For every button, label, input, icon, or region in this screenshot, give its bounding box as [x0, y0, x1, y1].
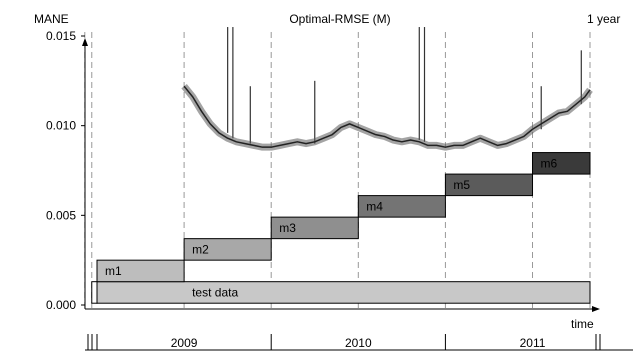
- model-label-m6: m6: [541, 156, 558, 170]
- model-bar-m2: [183, 238, 272, 261]
- chart-title: Optimal-RMSE (M): [289, 12, 390, 26]
- model-bar-m5: [444, 173, 534, 197]
- model-bar-m3: [270, 216, 359, 240]
- corner-label: 1 year: [587, 12, 620, 26]
- year-label-2010: 2010: [345, 336, 372, 350]
- y-axis-label: MANE: [34, 12, 69, 26]
- year-label-2011: 2011: [520, 336, 546, 350]
- rmse-series-line: [183, 85, 591, 148]
- y-tick-label: 0.015: [46, 29, 76, 43]
- model-bar-m4: [357, 195, 446, 218]
- model-label-m5: m5: [453, 178, 470, 192]
- test-data-start-marker: [91, 281, 98, 304]
- y-tick-label: 0.000: [46, 298, 76, 312]
- y-tick-label: 0.010: [46, 119, 76, 133]
- model-label-m3: m3: [279, 221, 296, 235]
- test-data-label: test data: [192, 285, 238, 299]
- year-label-2009: 2009: [171, 336, 198, 350]
- y-tick-label: 0.005: [46, 208, 76, 222]
- model-label-m2: m2: [192, 242, 209, 256]
- y-axis-arrow: [82, 38, 88, 46]
- test-data-bar: [96, 281, 591, 304]
- model-label-m4: m4: [366, 199, 383, 213]
- x-axis-arrow: [592, 306, 600, 312]
- x-axis-label: time: [571, 317, 594, 331]
- model-bar-m6: [532, 152, 591, 175]
- model-label-m1: m1: [105, 264, 122, 278]
- model-bar-m1: [96, 259, 185, 283]
